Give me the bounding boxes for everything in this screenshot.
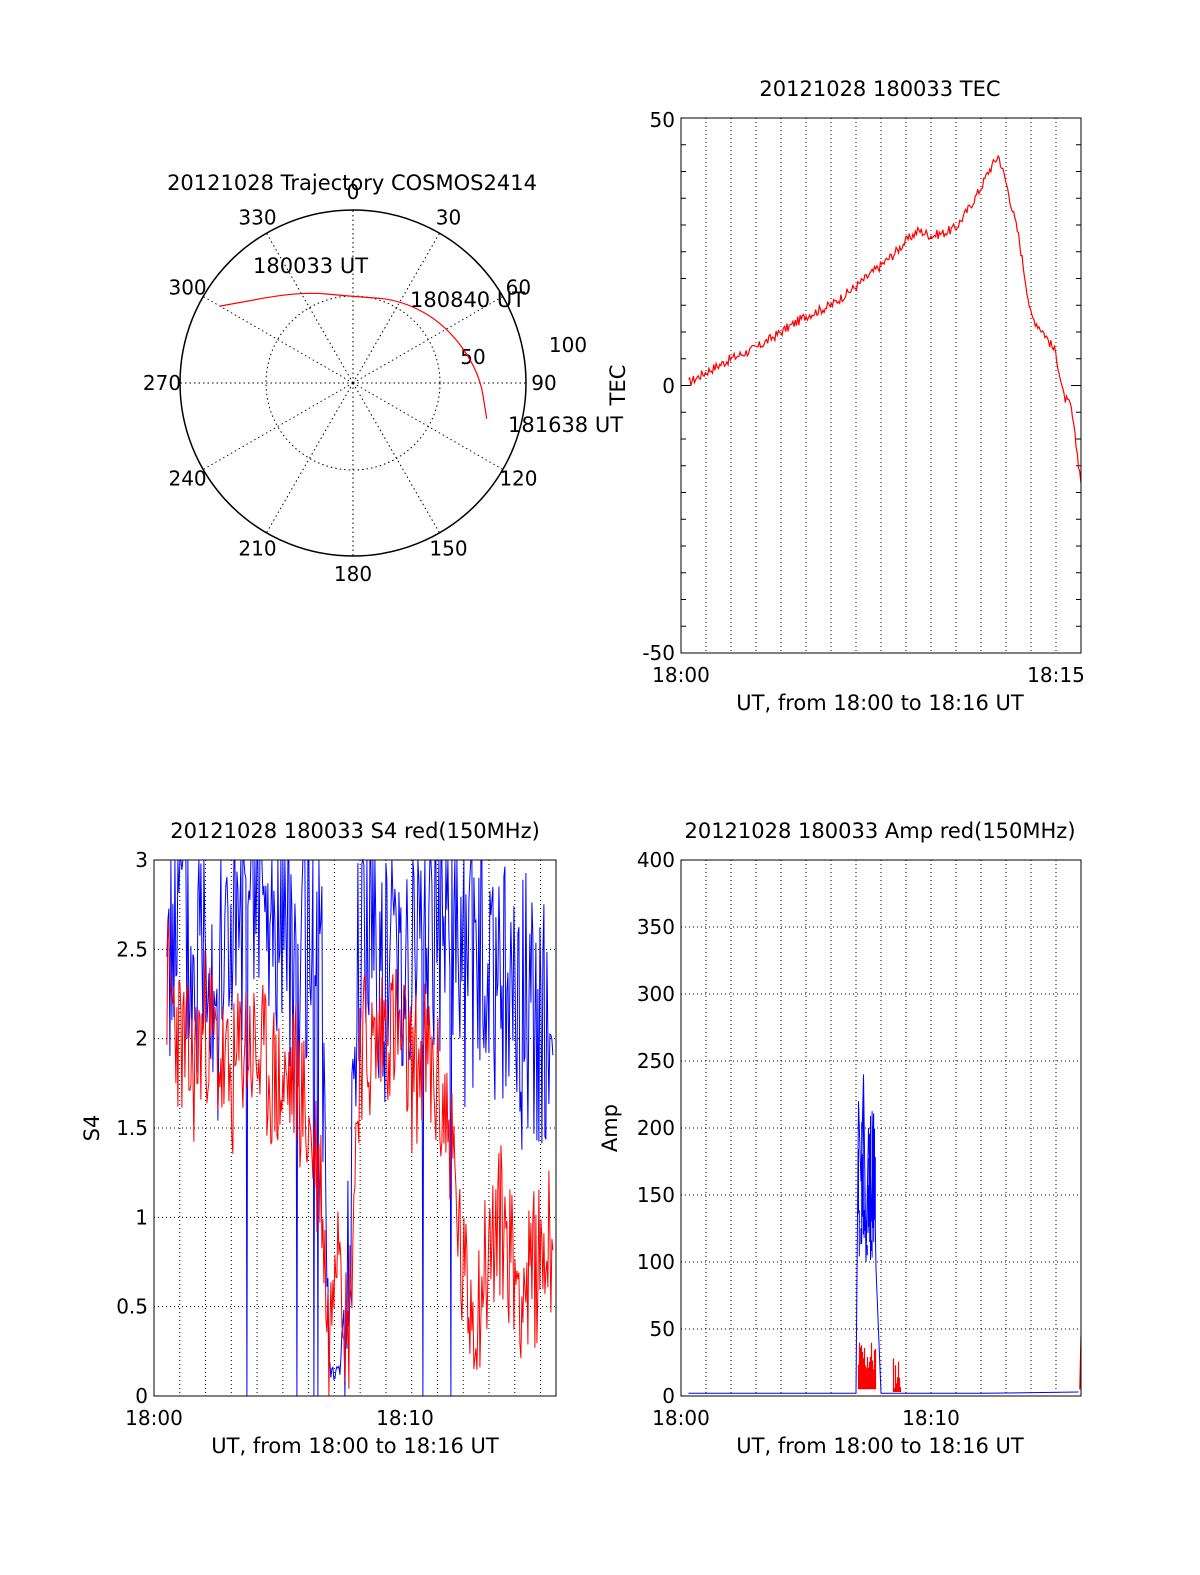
trajectory-mid-label: 180840 UT [410, 288, 525, 312]
polar-azimuth-label: 330 [238, 206, 276, 230]
s4-xtick-1800: 18:00 [125, 1406, 183, 1430]
amp-ytick-label: 250 [637, 1049, 675, 1073]
s4-ytick-label: 1 [135, 1205, 148, 1229]
polar-spoke [266, 382, 354, 534]
amp-red-series-line [857, 1335, 1082, 1392]
amp-ytick-label: 200 [637, 1116, 675, 1140]
tec-ytick-50: 50 [650, 108, 675, 132]
polar-azimuth-label: 270 [143, 371, 181, 395]
s4-panel: 20121028 180033 S4 red(150MHz) 0 0.5 1 1.5 2… [80, 819, 557, 1458]
s4-ytick-label: 3 [135, 848, 148, 872]
amp-ytick-label: 350 [637, 915, 675, 939]
tec-ytick-0: 0 [662, 374, 675, 398]
amp-ytick-label: 400 [637, 848, 675, 872]
amp-title: 20121028 180033 Amp red(150MHz) [684, 819, 1075, 843]
polar-spoke [352, 382, 440, 534]
tec-grid [681, 117, 1081, 654]
polar-spoke [202, 296, 354, 384]
tec-ytick-minus50: -50 [642, 641, 675, 665]
trajectory-start-label: 180033 UT [253, 254, 368, 278]
tec-title: 20121028 180033 TEC [759, 77, 1000, 101]
s4-red-series-line [166, 919, 554, 1397]
tec-plot-frame [680, 117, 1082, 654]
polar-azimuth-label: 180 [334, 562, 372, 586]
s4-xlabel: UT, from 18:00 to 18:16 UT [211, 1434, 499, 1458]
polar-azimuth-label: 90 [531, 371, 556, 395]
tec-series-line [688, 154, 1082, 483]
amp-xlabel: UT, from 18:00 to 18:16 UT [736, 1434, 1024, 1458]
amp-yticks: 0 50 100 150 200 250 300 350 400 [637, 848, 675, 1408]
amp-grid [681, 860, 1081, 1396]
amp-ylabel: Amp [598, 1104, 622, 1152]
s4-ylabel: S4 [80, 1115, 104, 1142]
amp-ytick-label: 50 [650, 1317, 675, 1341]
amp-ytick-label: 150 [637, 1183, 675, 1207]
polar-azimuth-label: 120 [499, 467, 537, 491]
polar-spoke [352, 382, 504, 470]
s4-title: 20121028 180033 S4 red(150MHz) [170, 819, 540, 843]
tec-xtick-1815: 18:15 [1027, 663, 1085, 687]
s4-yticks: 0 0.5 1 1.5 2 2.5 3 [116, 848, 148, 1408]
s4-ytick-label: 0 [135, 1384, 148, 1408]
polar-trajectory-panel: 20121028 Trajectory COSMOS2414 0 30 60 90 12… [143, 171, 623, 586]
s4-xtick-1810: 18:10 [376, 1406, 434, 1430]
polar-spoke [266, 232, 354, 384]
amp-ytick-label: 100 [637, 1250, 675, 1274]
s4-plot-frame [153, 859, 557, 1397]
polar-azimuth-label: 150 [429, 536, 467, 560]
polar-spoke [352, 296, 504, 384]
amp-ytick-label: 0 [662, 1384, 675, 1408]
polar-spoke [202, 382, 354, 470]
polar-azimuth-label: 210 [238, 536, 276, 560]
amp-ytick-label: 300 [637, 982, 675, 1006]
amp-panel: 20121028 180033 Amp red(150MHz) 0 50 100 15… [598, 819, 1082, 1458]
polar-outer-circle [179, 209, 527, 557]
amp-xtick-1810: 18:10 [902, 1406, 960, 1430]
polar-azimuth-label: 30 [436, 206, 461, 230]
tec-panel: 20121028 180033 TEC 50 0 -50 18:00 18:15… [606, 77, 1085, 715]
tec-xlabel: UT, from 18:00 to 18:16 UT [736, 691, 1024, 715]
polar-radial-label: 100 [549, 333, 587, 357]
s4-ytick-label: 2.5 [116, 937, 148, 961]
s4-ytick-label: 2 [135, 1027, 148, 1051]
polar-spoke [352, 232, 440, 384]
polar-azimuth-label: 240 [168, 467, 206, 491]
tec-xtick-1800: 18:00 [652, 663, 710, 687]
s4-ytick-label: 1.5 [116, 1116, 148, 1140]
amp-plot-frame [680, 859, 1082, 1397]
trajectory-end-label: 181638 UT [508, 413, 623, 437]
amp-xtick-1800: 18:00 [652, 1406, 710, 1430]
tec-ylabel: TEC [606, 365, 630, 407]
polar-azimuth-label: 60 [506, 276, 531, 300]
polar-azimuth-label: 300 [168, 276, 206, 300]
polar-title: 20121028 Trajectory COSMOS2414 [167, 171, 537, 195]
amp-blue-series-line [688, 1074, 1079, 1394]
trajectory-line [219, 292, 488, 419]
polar-azimuth-label: 0 [347, 180, 360, 204]
s4-ytick-label: 0.5 [116, 1295, 148, 1319]
